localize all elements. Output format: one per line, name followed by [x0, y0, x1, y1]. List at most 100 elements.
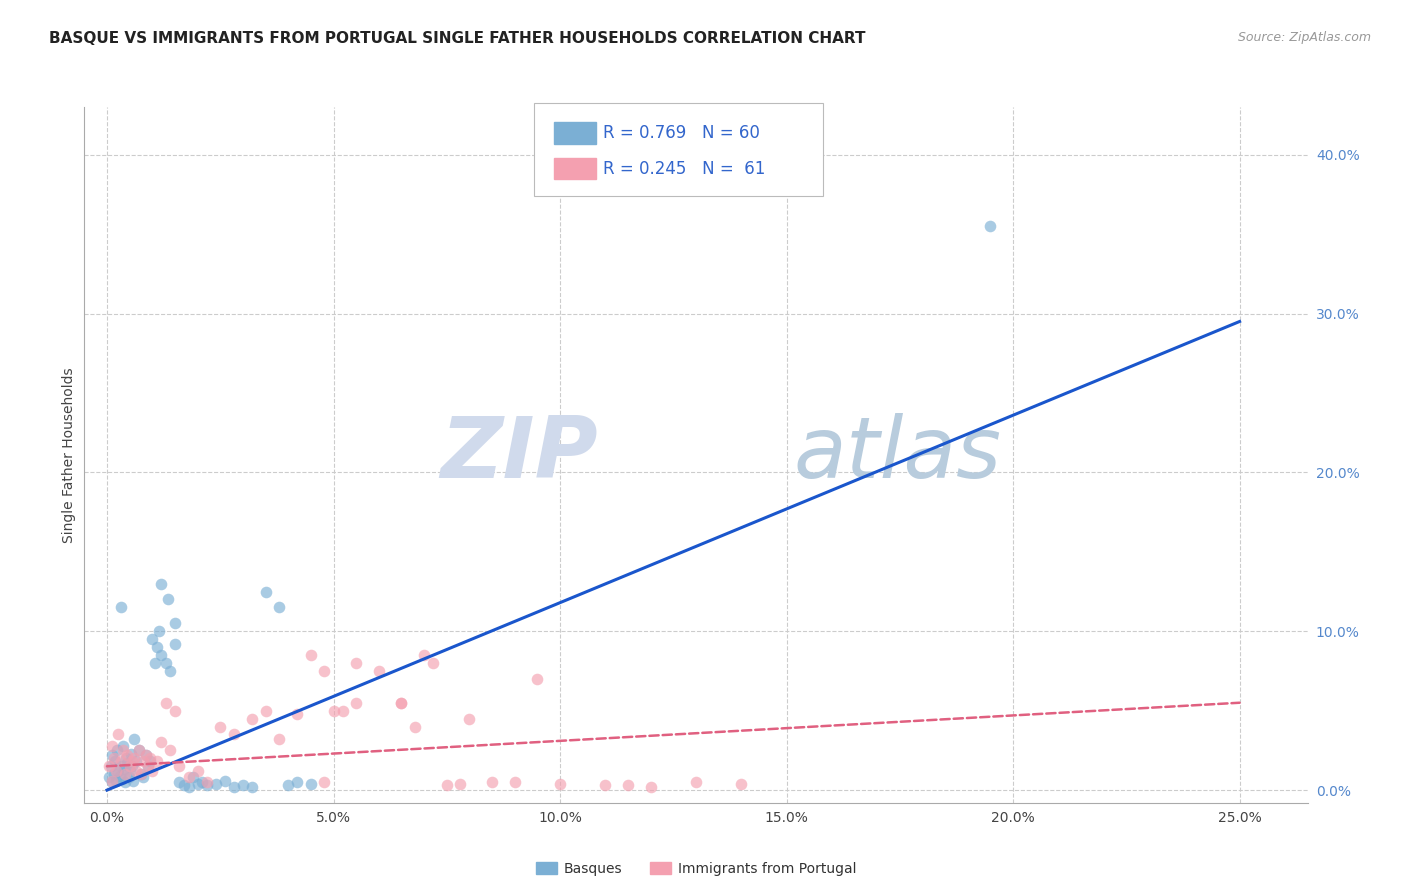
Point: [117, 756, 139, 770]
Point: [110, 755, 132, 769]
Point: [155, 696, 177, 710]
Point: [103, 751, 125, 765]
Point: [141, 632, 163, 647]
Point: [128, 743, 150, 757]
Point: [322, 704, 344, 718]
Point: [177, 771, 200, 785]
Point: [118, 759, 141, 773]
Point: [254, 704, 277, 718]
Point: [157, 592, 180, 607]
Point: [117, 748, 139, 763]
Y-axis label: Single Father Households: Single Father Households: [62, 368, 76, 542]
Point: [159, 743, 181, 757]
Point: [314, 775, 336, 789]
Point: [367, 664, 389, 678]
Point: [139, 755, 162, 769]
Point: [285, 706, 308, 721]
Point: [548, 777, 571, 791]
Point: [730, 777, 752, 791]
Point: [107, 727, 129, 741]
Point: [526, 672, 548, 686]
Point: [135, 748, 157, 763]
Point: [139, 751, 162, 765]
Point: [100, 775, 122, 789]
Point: [105, 764, 128, 778]
Point: [122, 773, 145, 788]
Point: [120, 747, 142, 761]
Point: [118, 764, 141, 778]
Point: [391, 696, 413, 710]
Point: [195, 775, 218, 789]
Point: [163, 704, 186, 718]
Point: [103, 767, 125, 781]
Point: [169, 775, 191, 789]
Text: R = 0.245   N =  61: R = 0.245 N = 61: [603, 160, 765, 178]
Point: [344, 656, 367, 670]
Point: [240, 780, 263, 794]
Point: [150, 648, 173, 662]
Point: [148, 624, 170, 639]
Text: R = 0.769   N = 60: R = 0.769 N = 60: [603, 124, 761, 142]
Point: [129, 767, 152, 781]
Point: [169, 759, 191, 773]
Point: [422, 656, 444, 670]
Point: [155, 656, 177, 670]
Point: [979, 219, 1001, 234]
Point: [114, 767, 136, 781]
Point: [209, 720, 232, 734]
Point: [135, 748, 157, 763]
Point: [128, 743, 150, 757]
Point: [181, 771, 204, 785]
Point: [685, 775, 707, 789]
Point: [332, 704, 354, 718]
Point: [299, 777, 322, 791]
Point: [125, 764, 148, 778]
Point: [187, 764, 209, 778]
Point: [122, 751, 145, 765]
Point: [121, 755, 143, 769]
Point: [105, 773, 128, 788]
Point: [111, 743, 134, 757]
Point: [108, 769, 131, 783]
Point: [111, 739, 134, 753]
Point: [100, 759, 122, 773]
Point: [269, 600, 291, 615]
Point: [617, 778, 640, 792]
Point: [640, 780, 662, 794]
Point: [187, 777, 209, 791]
Point: [143, 656, 166, 670]
Point: [150, 576, 173, 591]
Point: [101, 773, 124, 788]
Point: [129, 767, 152, 781]
Point: [146, 640, 169, 654]
Point: [436, 778, 458, 792]
Point: [121, 759, 143, 773]
Point: [101, 748, 124, 763]
Point: [105, 743, 128, 757]
Point: [391, 696, 413, 710]
Point: [413, 648, 436, 662]
Point: [163, 637, 186, 651]
Point: [104, 755, 127, 769]
Point: [277, 778, 299, 792]
Point: [107, 764, 129, 778]
Point: [503, 775, 526, 789]
Point: [159, 664, 181, 678]
Point: [112, 763, 135, 777]
Point: [204, 777, 226, 791]
Point: [177, 780, 200, 794]
Point: [299, 648, 322, 662]
Text: atlas: atlas: [794, 413, 1002, 497]
Point: [214, 773, 236, 788]
Point: [344, 696, 367, 710]
Point: [132, 771, 155, 785]
Point: [110, 772, 132, 786]
Point: [125, 755, 148, 769]
Point: [240, 712, 263, 726]
Point: [110, 759, 132, 773]
Point: [458, 712, 481, 726]
Point: [110, 600, 132, 615]
Point: [195, 778, 218, 792]
Point: [269, 732, 291, 747]
Legend: Basques, Immigrants from Portugal: Basques, Immigrants from Portugal: [536, 862, 856, 876]
